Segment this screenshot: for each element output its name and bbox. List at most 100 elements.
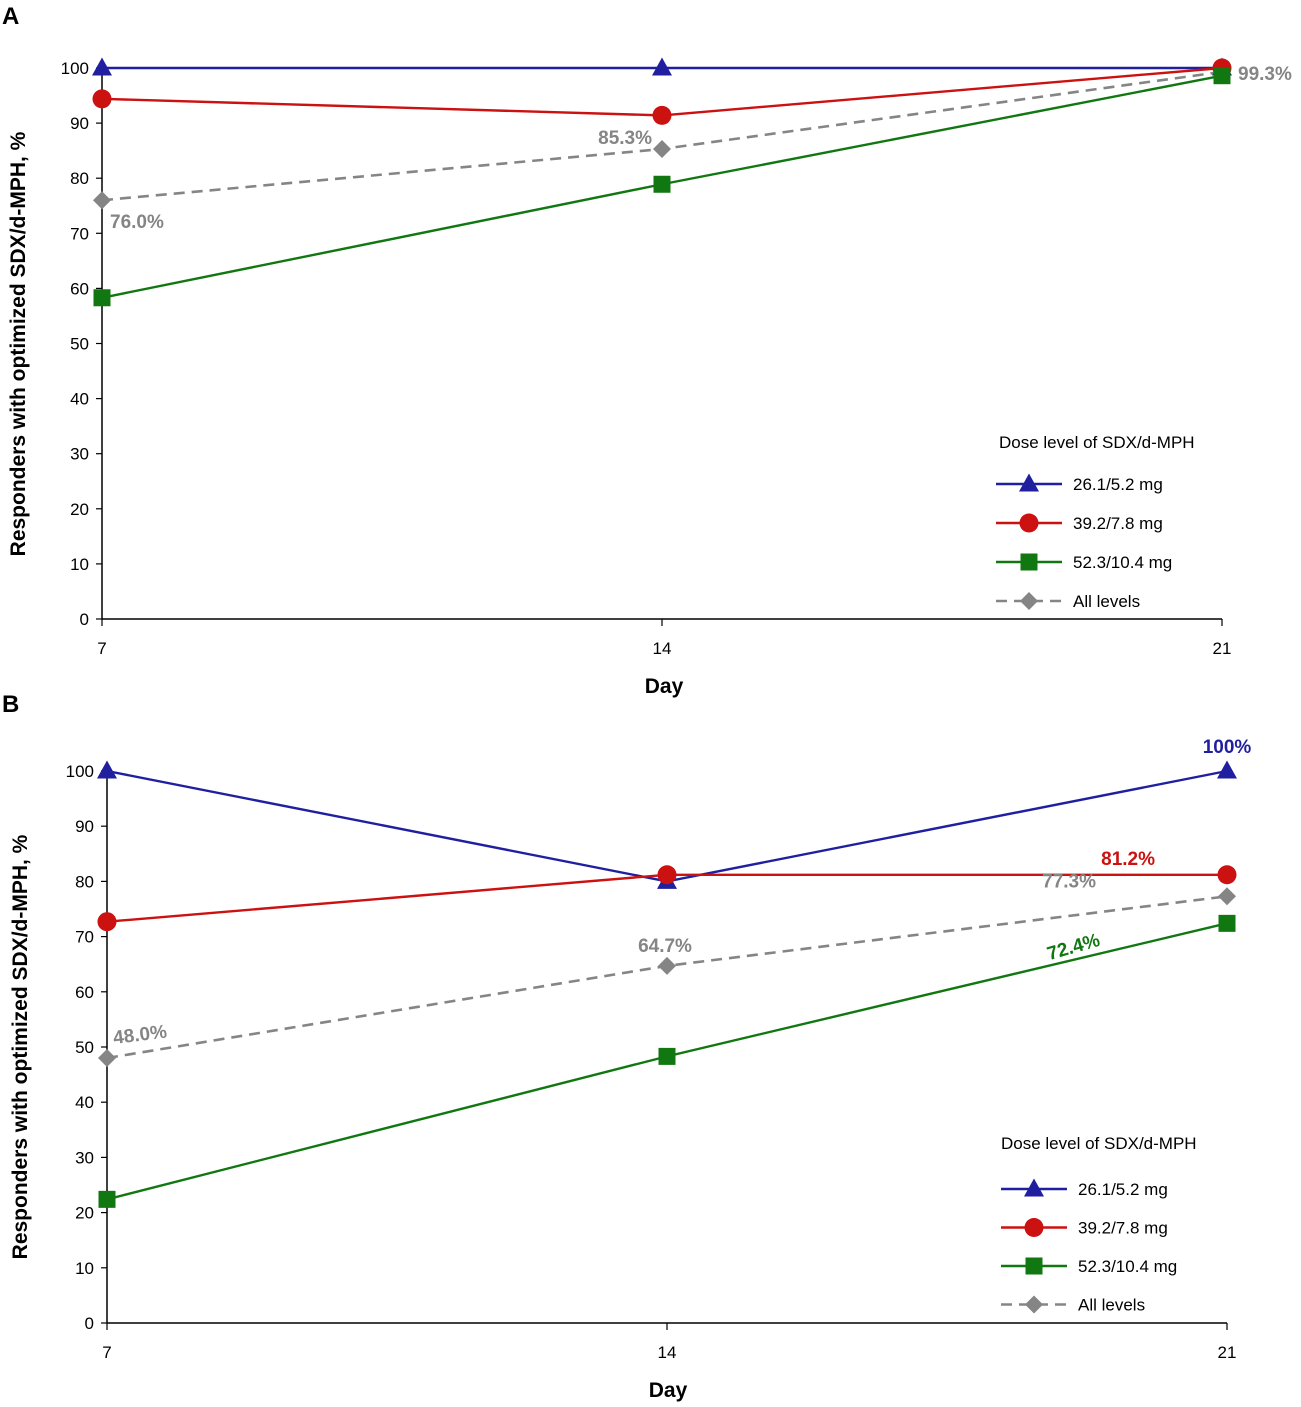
series-dose-52 [98,914,1236,1208]
legend-label: 39.2/7.8 mg [1078,1219,1168,1238]
legend-item-all-levels: All levels [996,592,1140,611]
legend-label: All levels [1073,592,1140,611]
y-tick-label: 50 [70,335,89,354]
panel-letter: A [2,3,19,30]
y-tick-label: 60 [75,983,94,1002]
legend-label: 26.1/5.2 mg [1073,475,1163,494]
triangle-marker [1217,760,1237,779]
legend-item-dose-52: 52.3/10.4 mg [1001,1257,1177,1276]
diamond-marker [1020,592,1038,610]
series-lines [92,57,1232,307]
y-tick-label: 100 [61,59,89,78]
triangle-marker [1019,473,1039,492]
panel-letter: B [2,691,19,718]
series-dose-52 [93,67,1231,307]
square-marker [93,289,111,307]
y-tick-label: 50 [75,1038,94,1057]
diamond-marker [658,956,676,975]
legend-title: Dose level of SDX/d-MPH [999,433,1195,452]
axes: 0 10 20 30 40 50 60 70 80 90 100 7 14 21 [61,59,1232,658]
series-line [106,895,1228,1060]
series-dose-39 [97,865,1237,932]
data-label: 48.0% [112,1022,168,1049]
y-tick-label: 100 [66,762,94,781]
legend-item-dose-26: 26.1/5.2 mg [996,473,1163,494]
y-tick-label: 10 [70,555,89,574]
circle-marker [657,865,677,885]
y-tick-label: 90 [75,817,94,836]
panel-b: B Responders with optimized SDX/d-MPH, %… [2,691,1251,1402]
data-label: 100% [1203,737,1252,758]
circle-marker [92,89,112,109]
diamond-marker [98,1049,116,1068]
legend-label: 26.1/5.2 mg [1078,1180,1168,1199]
square-marker [1025,1257,1043,1275]
y-tick-label: 80 [70,169,89,188]
axes: 0 10 20 30 40 50 60 70 80 90 100 7 14 21 [66,762,1237,1362]
x-tick-label: 21 [1218,1343,1237,1362]
legend-item-dose-52: 52.3/10.4 mg [996,553,1172,572]
data-label: 64.7% [638,936,692,957]
y-tick-label: 80 [75,872,94,891]
y-tick-label: 0 [85,1314,94,1333]
y-tick-label: 20 [75,1204,94,1223]
legend-label: All levels [1078,1296,1145,1315]
triangle-marker [1024,1178,1044,1197]
data-labels: 100%81.2%77.3%72.4%64.7%48.0% [112,737,1251,1049]
data-label: 99.3% [1238,64,1292,85]
x-tick-label: 14 [653,639,672,658]
y-tick-label: 0 [80,610,89,629]
circle-marker [97,912,117,932]
series-lines [97,760,1237,1208]
square-marker [1213,67,1231,85]
series-dose-26 [92,57,1232,76]
triangle-marker [97,760,117,779]
series-all-levels [98,887,1236,1068]
square-marker [98,1190,116,1208]
x-tick-label: 7 [102,1343,111,1362]
circle-marker [652,105,672,125]
diamond-marker [653,139,671,158]
square-marker [1020,553,1038,571]
y-tick-label: 30 [70,445,89,464]
y-tick-label: 20 [70,500,89,519]
y-tick-label: 10 [75,1259,94,1278]
data-label: 81.2% [1101,849,1155,870]
legend-label: 39.2/7.8 mg [1073,514,1163,533]
panel-a: A Responders with optimized SDX/d-MPH, %… [2,3,1292,698]
diamond-marker [93,191,111,210]
x-tick-label: 7 [97,639,106,658]
legend-item-dose-39: 39.2/7.8 mg [996,513,1163,533]
x-axis-title: Day [649,1379,688,1402]
diamond-marker [1025,1295,1043,1314]
square-marker [1218,914,1236,932]
y-tick-label: 90 [70,114,89,133]
data-label: 77.3% [1042,871,1096,892]
x-tick-label: 14 [658,1343,677,1362]
y-tick-label: 40 [75,1093,94,1112]
y-tick-label: 70 [70,224,89,243]
diamond-marker [1218,887,1236,906]
x-axis-title: Day [645,675,684,698]
data-label: 76.0% [110,212,164,233]
legend-label: 52.3/10.4 mg [1078,1257,1177,1276]
legend-title: Dose level of SDX/d-MPH [1001,1134,1197,1153]
legend-item-dose-26: 26.1/5.2 mg [1001,1178,1168,1199]
series-line [106,769,1228,883]
square-marker [658,1047,676,1065]
y-tick-label: 70 [75,928,94,947]
y-axis-title: Responders with optimized SDX/d-MPH, % [7,131,30,556]
y-tick-label: 30 [75,1148,94,1167]
y-tick-label: 40 [70,390,89,409]
legend-item-dose-39: 39.2/7.8 mg [1001,1218,1168,1238]
legend: Dose level of SDX/d-MPH 26.1/5.2 mg 39.2/… [996,433,1195,611]
circle-marker [1019,513,1039,533]
legend-item-all-levels: All levels [1001,1295,1145,1315]
triangle-marker [92,57,112,76]
legend: Dose level of SDX/d-MPH 26.1/5.2 mg 39.2/… [1001,1134,1197,1315]
y-axis-title: Responders with optimized SDX/d-MPH, % [9,834,32,1259]
circle-marker [1024,1218,1044,1237]
circle-marker [1217,865,1237,885]
x-tick-label: 21 [1213,639,1232,658]
